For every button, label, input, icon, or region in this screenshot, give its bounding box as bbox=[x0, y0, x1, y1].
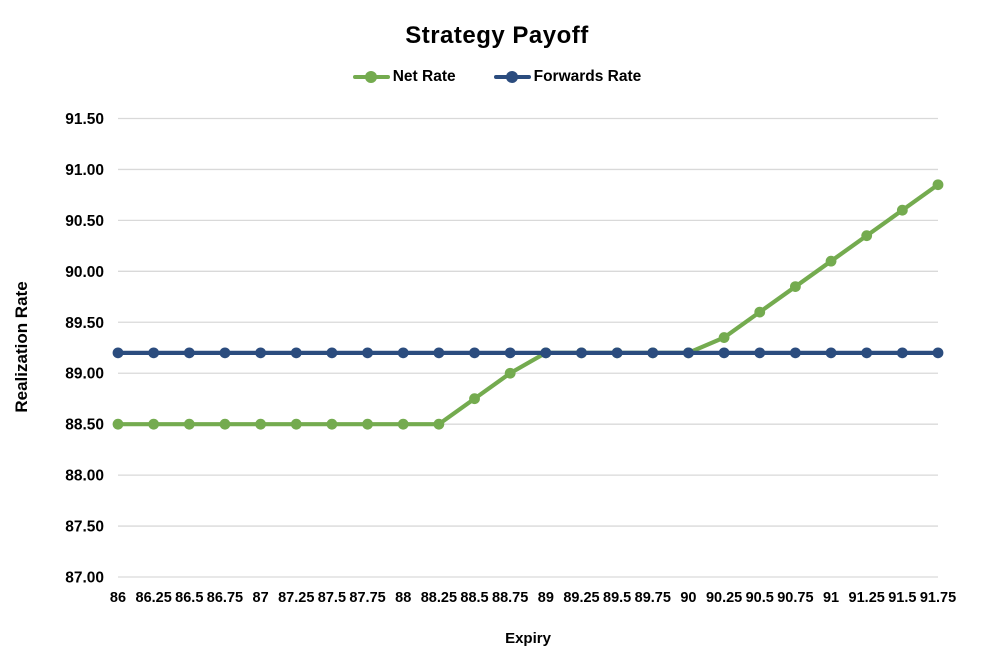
x-tick-label: 86 bbox=[110, 590, 126, 606]
x-tick-label: 89 bbox=[538, 590, 554, 606]
y-tick-label: 88.50 bbox=[65, 417, 104, 434]
x-tick-label: 89.25 bbox=[563, 590, 599, 606]
x-tick-label: 86.25 bbox=[136, 590, 172, 606]
x-tick-label: 89.75 bbox=[635, 590, 671, 606]
x-tick-label: 90.5 bbox=[746, 590, 774, 606]
x-tick-label: 86.5 bbox=[175, 590, 203, 606]
x-tick-label: 86.75 bbox=[207, 590, 243, 606]
x-tick-label: 87.75 bbox=[349, 590, 385, 606]
x-tick-label: 91.5 bbox=[888, 590, 916, 606]
legend-item-net-rate: Net Rate bbox=[352, 68, 456, 86]
series-point bbox=[255, 347, 267, 359]
series-point bbox=[861, 230, 873, 242]
y-tick-label: 88.00 bbox=[65, 468, 104, 485]
net-rate-line-marker-icon bbox=[352, 71, 390, 84]
chart-legend: Net Rate Forwards Rate bbox=[0, 68, 994, 86]
series-point bbox=[219, 418, 231, 430]
series-point bbox=[183, 418, 195, 430]
series-point bbox=[433, 347, 445, 359]
series-point bbox=[504, 367, 516, 379]
series-point bbox=[576, 347, 587, 359]
x-tick-label: 91 bbox=[823, 590, 839, 606]
series-point bbox=[148, 347, 160, 359]
forwards-rate-line-marker-icon bbox=[493, 71, 531, 84]
x-tick-label: 87 bbox=[253, 590, 269, 606]
x-tick-label: 90 bbox=[680, 590, 696, 606]
series-point bbox=[326, 347, 338, 359]
series-point bbox=[183, 347, 195, 359]
series-point bbox=[754, 347, 766, 359]
series-point bbox=[754, 306, 766, 318]
series-point bbox=[611, 347, 623, 359]
x-tick-label: 91.75 bbox=[920, 590, 956, 606]
series-point bbox=[825, 255, 837, 267]
series-point bbox=[326, 418, 338, 430]
series-line-net-rate bbox=[118, 183, 940, 427]
x-tick-label: 88.25 bbox=[421, 590, 457, 606]
y-tick-label: 90.00 bbox=[65, 264, 104, 281]
series-point bbox=[718, 347, 730, 359]
x-tick-label: 88.75 bbox=[492, 590, 528, 606]
series-point bbox=[397, 347, 409, 359]
x-tick-label: 90.75 bbox=[777, 590, 813, 606]
series-point bbox=[219, 347, 231, 359]
chart-title: Strategy Payoff bbox=[405, 22, 589, 49]
series-point bbox=[469, 347, 480, 359]
legend-label-net-rate: Net Rate bbox=[392, 68, 456, 85]
series-point bbox=[932, 347, 944, 359]
series-point bbox=[789, 281, 801, 293]
series-point bbox=[290, 347, 302, 359]
series-point bbox=[825, 347, 837, 359]
y-tick-label: 89.50 bbox=[65, 315, 104, 332]
series-point bbox=[718, 332, 730, 343]
series-point bbox=[148, 418, 160, 430]
series-point bbox=[112, 418, 124, 430]
legend-item-forwards-rate: Forwards Rate bbox=[493, 68, 642, 86]
series-point bbox=[683, 347, 694, 359]
legend-label-forwards-rate: Forwards Rate bbox=[533, 68, 642, 85]
series-point bbox=[540, 347, 552, 359]
series-point bbox=[362, 418, 373, 430]
series-point bbox=[861, 347, 873, 359]
series-point bbox=[433, 418, 445, 430]
series-point bbox=[789, 347, 801, 359]
y-tick-label: 90.50 bbox=[65, 213, 104, 230]
x-tick-label: 91.25 bbox=[849, 590, 885, 606]
series-point bbox=[896, 347, 908, 359]
series-point bbox=[932, 179, 944, 191]
series-point bbox=[290, 418, 302, 430]
series-point bbox=[469, 393, 480, 405]
x-tick-label: 89.5 bbox=[603, 590, 631, 606]
series-point bbox=[504, 347, 516, 359]
series-point bbox=[255, 418, 267, 430]
y-tick-label: 87.00 bbox=[65, 570, 104, 587]
x-tick-label: 88.5 bbox=[460, 590, 488, 606]
series-point bbox=[647, 347, 659, 359]
y-tick-label: 87.50 bbox=[65, 519, 104, 536]
x-tick-label: 90.25 bbox=[706, 590, 742, 606]
series-point bbox=[362, 347, 373, 359]
x-tick-label: 87.5 bbox=[318, 590, 346, 606]
x-tick-label: 88 bbox=[395, 590, 411, 606]
y-tick-label: 91.00 bbox=[65, 162, 104, 179]
series-point bbox=[896, 204, 908, 216]
y-tick-label: 91.50 bbox=[65, 111, 104, 128]
x-axis-title: Expiry bbox=[505, 630, 551, 647]
y-tick-label: 89.00 bbox=[65, 366, 104, 383]
series-point bbox=[397, 418, 409, 430]
series-point bbox=[112, 347, 124, 359]
x-tick-label: 87.25 bbox=[278, 590, 314, 606]
